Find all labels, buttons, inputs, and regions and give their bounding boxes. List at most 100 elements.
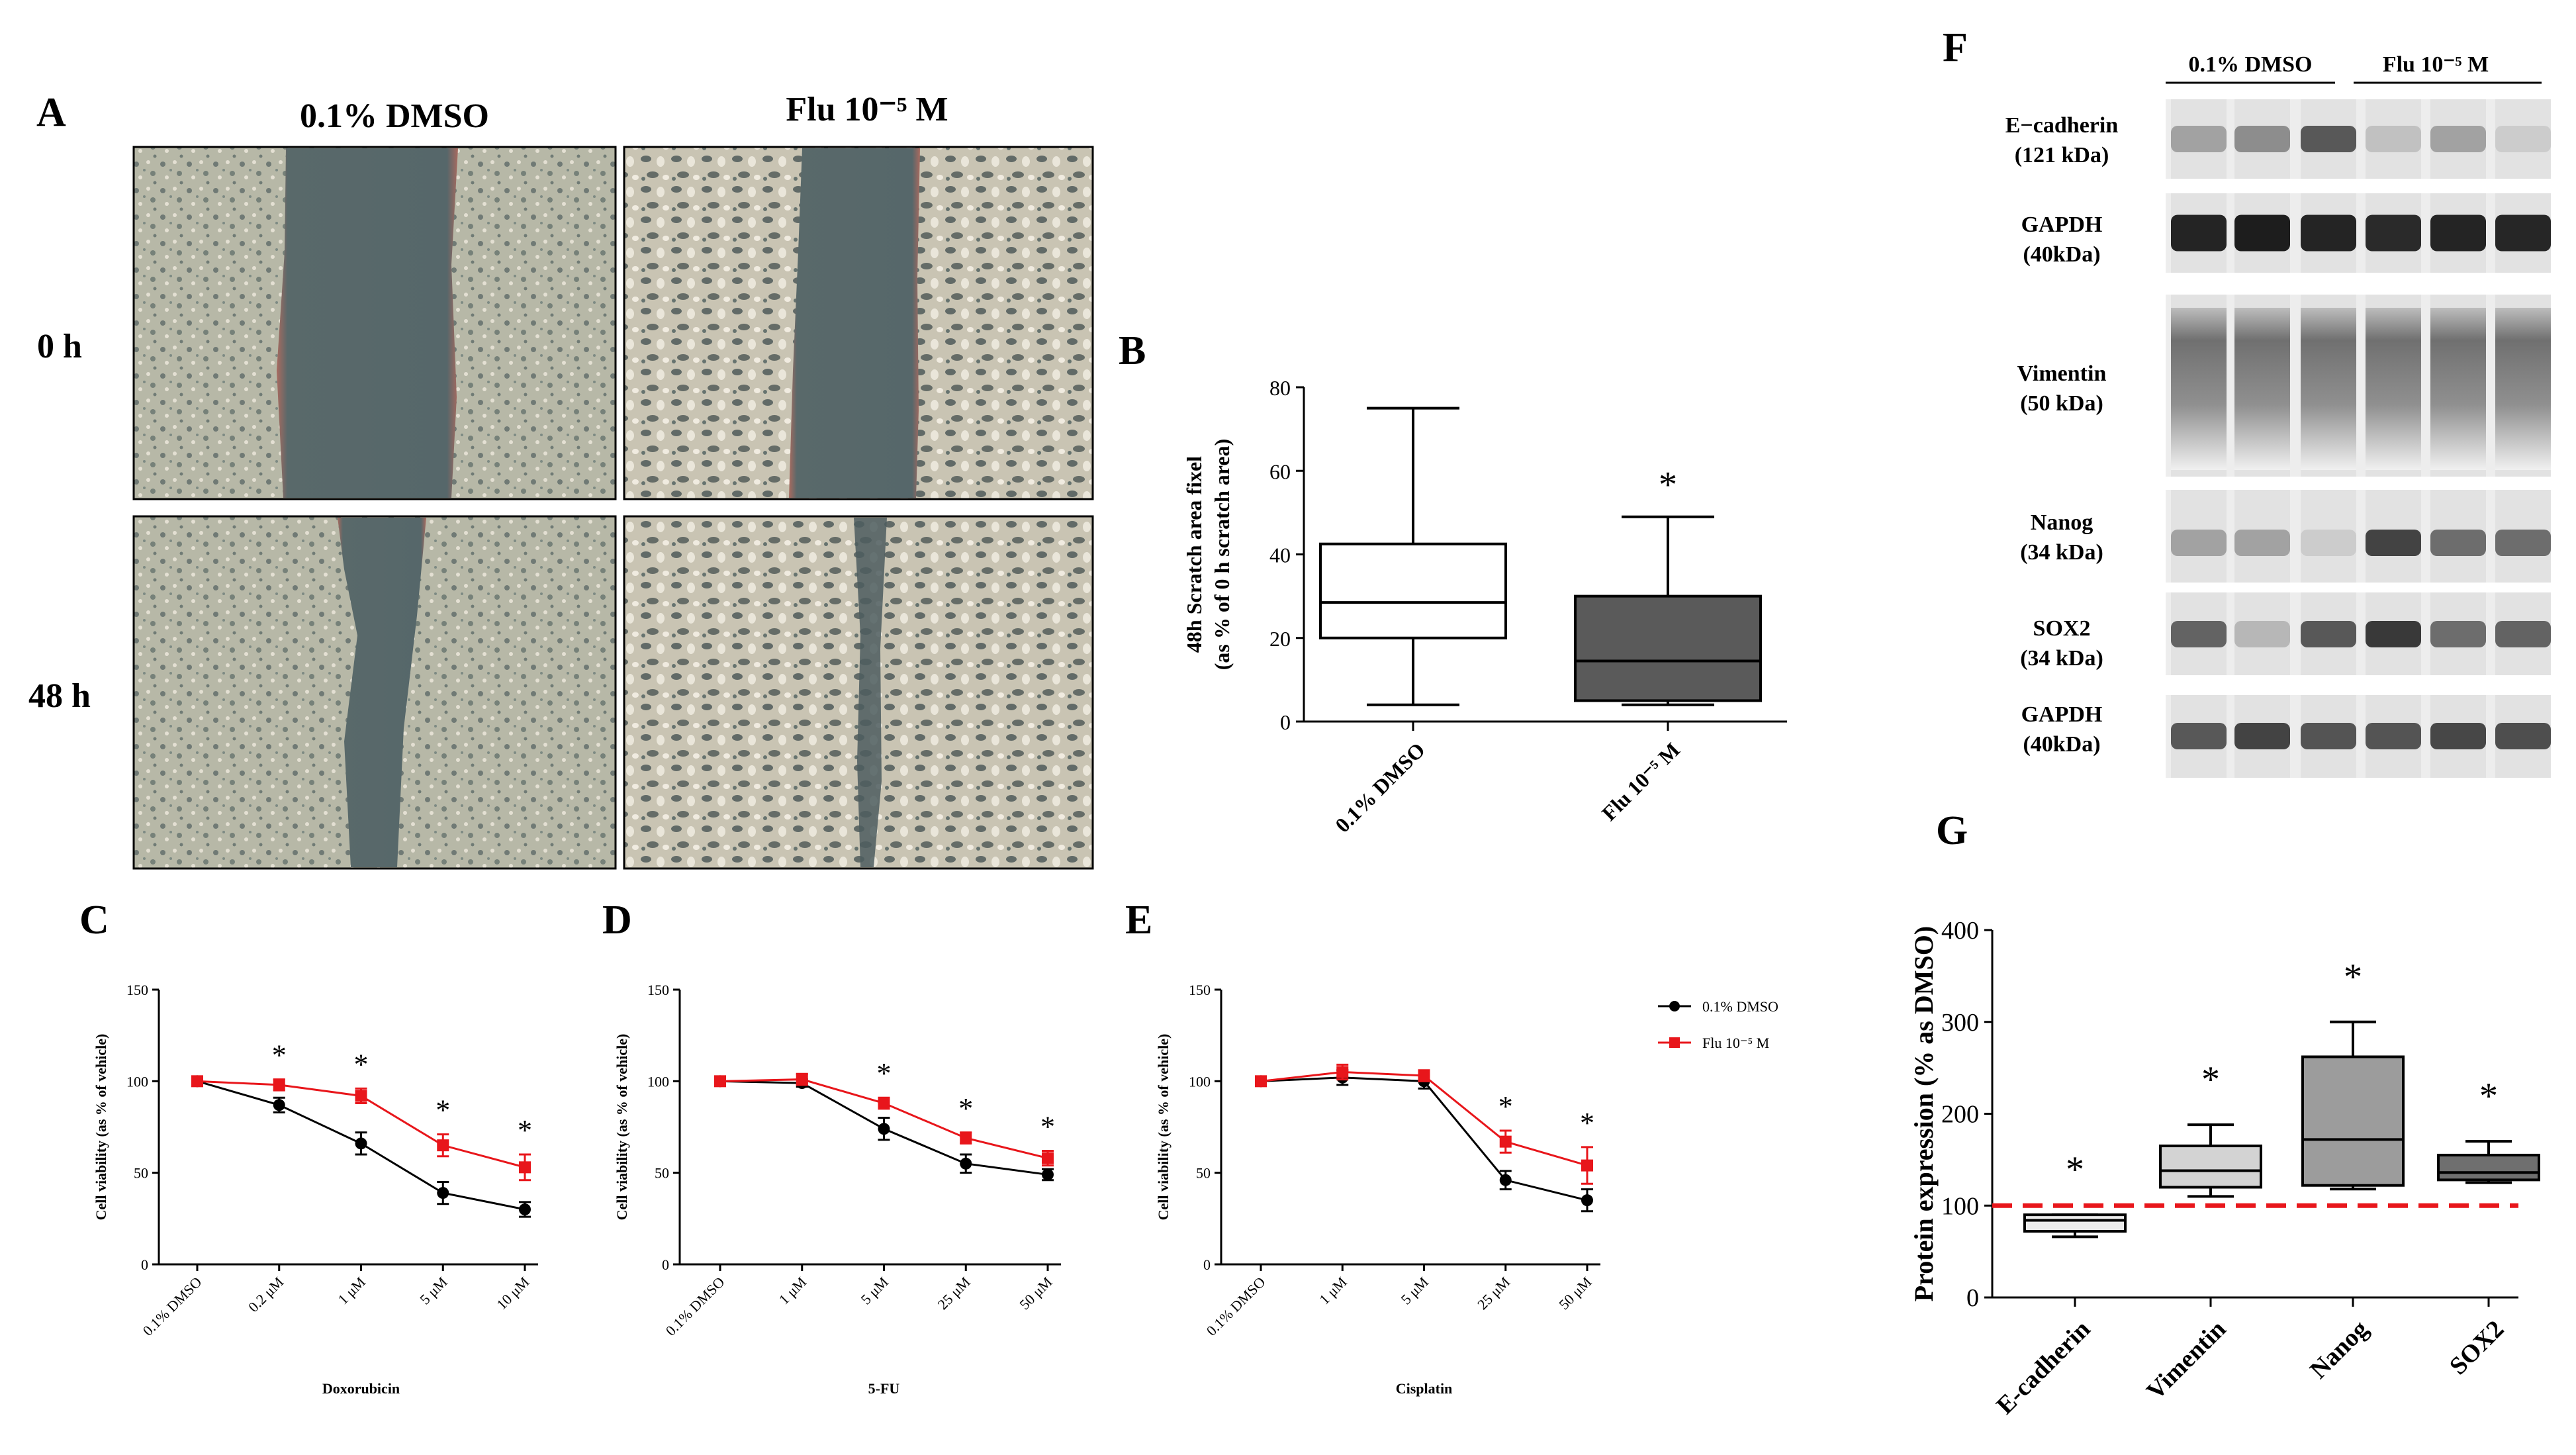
y-tick-label: 100 xyxy=(1189,1073,1211,1090)
panel-label-a: A xyxy=(36,90,66,135)
blot-band xyxy=(2171,126,2227,152)
data-point xyxy=(878,1123,890,1135)
x-tick-label: SOX2 xyxy=(2444,1315,2509,1380)
blot-band xyxy=(2234,126,2290,152)
x-tick-label: 1 μM xyxy=(1316,1274,1350,1308)
panel-label-b: B xyxy=(1119,328,1146,373)
x-tick-label: 5 μM xyxy=(416,1274,451,1308)
blot-row-size: (34 kDa) xyxy=(2020,540,2103,565)
data-point xyxy=(1336,1066,1349,1078)
data-point xyxy=(1042,1168,1054,1181)
chart-c: 0 50 100 150 0.1% DMSO 0.2 μM 1 μM 5 μM 10 μM Dox… xyxy=(93,982,538,1397)
data-point xyxy=(1499,1174,1512,1186)
x-tick-label: Nanog xyxy=(2305,1315,2373,1384)
box xyxy=(2023,1213,2127,1233)
panel-label-c: C xyxy=(79,898,109,943)
blot-band xyxy=(2366,308,2421,470)
blot-band xyxy=(2234,530,2290,556)
y-tick-label: 0 xyxy=(1966,1284,1979,1312)
y-tick-label: 100 xyxy=(126,1073,148,1090)
blot-band xyxy=(2430,723,2486,749)
y-tick-label: 300 xyxy=(1941,1009,1979,1037)
blot-row-name: GAPDH xyxy=(2021,702,2103,727)
box xyxy=(2437,1153,2540,1182)
significance-marker: * xyxy=(2066,1149,2084,1190)
x-tick-label: Flu 10⁻⁵ M xyxy=(1597,737,1684,825)
blot-band xyxy=(2495,530,2551,556)
significance-marker: * xyxy=(1498,1090,1513,1123)
x-tick-label: 10 μM xyxy=(493,1274,532,1313)
data-point xyxy=(960,1132,972,1145)
y-tick-label: 40 xyxy=(1269,543,1291,567)
x-tick-label: Vimentin xyxy=(2141,1315,2231,1405)
legend-label-dmso: 0.1% DMSO xyxy=(1702,998,1778,1015)
blot-band xyxy=(2366,621,2421,647)
y-axis-label: (as % of 0 h scratch area) xyxy=(1210,439,1234,671)
data-point xyxy=(1255,1075,1267,1088)
x-axis-label: 5-FU xyxy=(868,1380,900,1397)
y-tick-label: 200 xyxy=(1941,1101,1979,1129)
data-point xyxy=(1418,1070,1430,1082)
panel-label-f: F xyxy=(1943,25,1968,70)
western-blot: E−cadherin (121 kDa) GAPDH (40kDa) Vimentin (… xyxy=(2005,99,2551,778)
y-tick-label: 0 xyxy=(141,1256,148,1273)
y-axis-label: Cell viability (as % of vehicle) xyxy=(1155,1034,1172,1221)
panel-a-row-label-1: 0 h xyxy=(37,328,82,365)
panel-a-col-label-2: Flu 10⁻⁵ M xyxy=(786,91,948,128)
data-point xyxy=(960,1157,972,1170)
box xyxy=(2159,1145,2262,1189)
blot-row-name: E−cadherin xyxy=(2005,113,2119,138)
blot-band xyxy=(2234,308,2290,470)
y-tick-label: 50 xyxy=(655,1165,669,1182)
data-point xyxy=(1499,1135,1512,1148)
blot-band xyxy=(2301,530,2356,556)
blot-band xyxy=(2171,308,2227,470)
blot-band xyxy=(2171,530,2227,556)
significance-marker: * xyxy=(2344,957,2362,998)
x-tick-label: 0.1% DMSO xyxy=(1203,1274,1269,1339)
x-tick-label: 25 μM xyxy=(1474,1274,1513,1313)
data-point xyxy=(273,1078,285,1091)
significance-marker: * xyxy=(436,1094,450,1127)
y-tick-label: 150 xyxy=(126,982,148,998)
blot-band xyxy=(2495,126,2551,152)
blot-band xyxy=(2301,126,2356,152)
micrograph-flu-48h xyxy=(623,515,1094,870)
y-tick-label: 20 xyxy=(1269,627,1291,651)
y-tick-label: 100 xyxy=(1941,1192,1979,1220)
x-tick-label: 0.1% DMSO xyxy=(1330,737,1430,837)
significance-marker: * xyxy=(1580,1107,1594,1139)
blot-row-name: Nanog xyxy=(2031,510,2093,535)
blot-row-name: Vimentin xyxy=(2017,361,2107,386)
x-tick-label: 50 μM xyxy=(1555,1274,1594,1313)
blot-row-size: (121 kDa) xyxy=(2015,143,2109,167)
blot-band xyxy=(2430,126,2486,152)
y-tick-label: 100 xyxy=(647,1073,669,1090)
significance-marker: * xyxy=(2479,1076,2498,1117)
y-tick-label: 80 xyxy=(1269,376,1291,400)
data-point xyxy=(796,1073,808,1086)
legend-label-flu: Flu 10⁻⁵ M xyxy=(1702,1035,1769,1051)
legend-marker-flu xyxy=(1669,1037,1680,1048)
blot-band xyxy=(2234,214,2290,252)
data-point xyxy=(437,1139,449,1152)
y-tick-label: 400 xyxy=(1941,917,1979,945)
chart-e: 0 50 100 150 0.1% DMSO 1 μM 5 μM 25 μM 50 μM Cisp… xyxy=(1155,982,1600,1397)
significance-marker: * xyxy=(354,1048,369,1080)
blot-band xyxy=(2495,308,2551,470)
blot-band xyxy=(2301,214,2356,252)
y-tick-label: 60 xyxy=(1269,459,1291,483)
x-tick-label: E-cadherin xyxy=(1991,1315,2095,1420)
x-tick-label: 5 μM xyxy=(858,1274,892,1308)
blot-band xyxy=(2171,214,2227,252)
series-line xyxy=(1260,1076,1588,1201)
blot-band xyxy=(2366,530,2421,556)
chart-b: 0 20 40 60 80 48h Scratch area fixel (as % of … xyxy=(1182,376,1787,837)
panel-a-col-label-1: 0.1% DMSO xyxy=(300,97,489,135)
y-axis-label: 48h Scratch area fixel xyxy=(1182,456,1206,653)
blot-band xyxy=(2430,530,2486,556)
data-point xyxy=(1581,1194,1593,1207)
data-point xyxy=(519,1161,531,1174)
blot-band xyxy=(2234,723,2290,749)
data-point xyxy=(191,1075,203,1088)
